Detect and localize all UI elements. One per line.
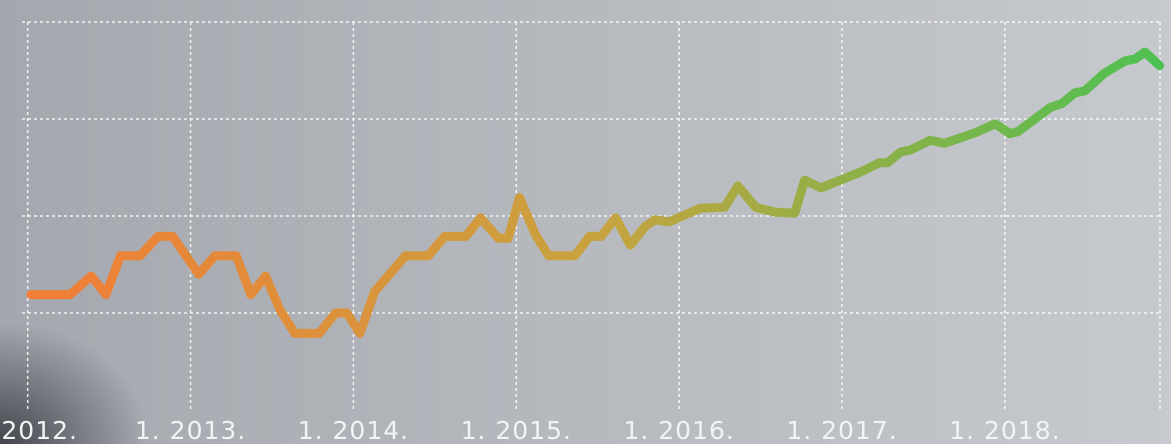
x-tick-label: 1. 2015. xyxy=(461,416,572,444)
line-series xyxy=(26,47,1165,338)
x-tick-label: 1. 2014. xyxy=(298,416,409,444)
plot xyxy=(26,47,1165,338)
x-tick-label: 1. 2013. xyxy=(135,416,246,444)
x-tick-label: 1. 2018. xyxy=(949,416,1060,444)
x-tick-label: 1. 2017. xyxy=(786,416,897,444)
x-tick-label: 2012. xyxy=(1,416,78,444)
x-tick-label: 1. 2016. xyxy=(623,416,734,444)
vignette xyxy=(0,200,300,444)
